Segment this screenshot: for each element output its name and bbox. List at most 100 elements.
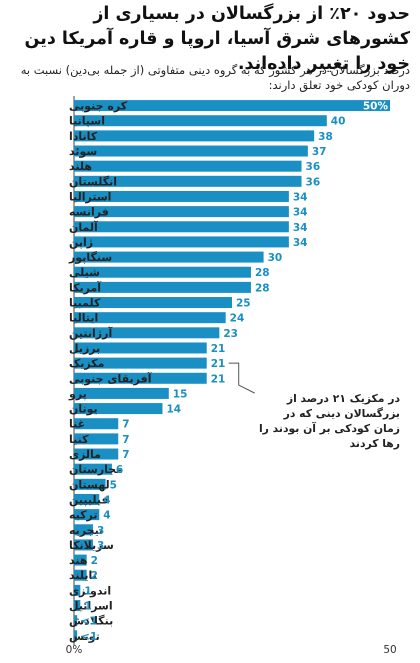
bar-7 xyxy=(74,190,289,202)
data-label: 7 xyxy=(122,449,129,461)
category-label: فیلیپین xyxy=(69,493,109,506)
data-label: 1 xyxy=(84,601,91,613)
data-label: 7 xyxy=(122,419,129,431)
category-label: مالزی xyxy=(69,448,101,461)
data-label: 34 xyxy=(293,191,308,203)
category-label: برزیل xyxy=(69,342,100,355)
bar-9 xyxy=(74,221,289,233)
category-label: اسرائیل xyxy=(69,600,113,613)
bar-25 xyxy=(74,463,112,475)
bar-20 xyxy=(74,387,169,399)
data-label: 37 xyxy=(312,146,327,158)
category-label: آلمان xyxy=(69,220,98,234)
data-label: 38 xyxy=(318,131,333,143)
data-label: 6 xyxy=(116,464,123,476)
data-label: 25 xyxy=(236,298,251,310)
category-label: بنگلادش xyxy=(69,615,113,628)
bar-15 xyxy=(74,312,226,324)
bar-16 xyxy=(74,327,220,339)
data-label: 7 xyxy=(122,434,129,446)
category-label: سوئد xyxy=(69,145,97,158)
category-label: اندونزی xyxy=(69,584,111,597)
data-label: 21 xyxy=(211,358,226,370)
bar-26 xyxy=(74,478,106,490)
bar-13 xyxy=(74,281,251,293)
bar-2 xyxy=(74,115,327,127)
data-label: 30 xyxy=(268,252,283,264)
data-label: 4 xyxy=(103,494,110,506)
category-label: کانادا xyxy=(69,130,98,143)
category-label: پرو xyxy=(68,387,87,400)
bar-35 xyxy=(74,615,78,627)
category-label: یونان xyxy=(69,403,98,416)
data-label: 5 xyxy=(110,479,117,491)
category-label: تونس xyxy=(69,630,100,643)
bar-33 xyxy=(74,584,81,596)
data-label: 40 xyxy=(331,116,346,128)
data-label: 34 xyxy=(293,222,308,234)
bar-5 xyxy=(74,160,302,172)
category-label: لهستان xyxy=(69,478,110,491)
category-label: آرژانتین xyxy=(69,326,112,340)
data-label: 24 xyxy=(230,313,245,325)
data-label: 15 xyxy=(173,388,188,400)
category-label: ترکیه xyxy=(69,509,98,522)
category-label: تایلند xyxy=(69,569,97,582)
bar-14 xyxy=(74,297,232,309)
x-tick-label-50: 50 xyxy=(383,644,396,656)
data-label: 21 xyxy=(211,343,226,355)
data-label: 28 xyxy=(255,282,270,294)
data-label: 3 xyxy=(97,525,104,537)
chart-title: حدود ۲۰٪ از بزرگسالان در بسیاری از کشوره… xyxy=(24,4,410,74)
chart-subtitle: درصد بزرگسالان در هر کشور که به گروه دین… xyxy=(20,63,410,92)
data-label: <1 xyxy=(81,616,97,628)
data-label: 23 xyxy=(223,328,238,340)
category-label: مکزیک xyxy=(69,357,104,370)
category-label: هند xyxy=(69,554,87,567)
data-label: 36 xyxy=(306,161,321,173)
data-label: 34 xyxy=(293,207,308,219)
bar-29 xyxy=(74,524,93,536)
bar-27 xyxy=(74,493,100,505)
data-label: 21 xyxy=(211,373,226,385)
category-label: فرانسه xyxy=(69,206,109,219)
bar-21 xyxy=(74,403,163,415)
bar-11 xyxy=(74,251,264,263)
bar-4 xyxy=(74,145,308,157)
bar-23 xyxy=(74,433,119,445)
data-label: 2 xyxy=(91,555,98,567)
category-label: کره جنوبی xyxy=(69,100,128,113)
data-label: 4 xyxy=(103,510,110,522)
bar-8 xyxy=(74,206,289,218)
category-label: نیجریه xyxy=(69,524,103,537)
category-label: غنا xyxy=(69,418,85,431)
bar-22 xyxy=(74,418,119,430)
data-label: 3 xyxy=(97,540,104,552)
bar-18 xyxy=(74,357,207,369)
category-label: آمریکا xyxy=(69,280,101,294)
bar-24 xyxy=(74,448,119,460)
bar-28 xyxy=(74,509,100,521)
category-label: آفریقای جنوبی xyxy=(69,371,152,385)
bar-36 xyxy=(74,630,78,642)
category-label: هلند xyxy=(69,160,92,173)
mexico-annotation: در مکزیک ۲۱ درصد از بزرگسالان دینی که در… xyxy=(258,392,400,450)
category-label: سریلانکا xyxy=(69,539,114,552)
category-label: سنگاپور xyxy=(68,251,112,264)
bar-17 xyxy=(74,342,207,354)
category-label: ژاپن xyxy=(69,236,93,249)
data-label: 28 xyxy=(255,267,270,279)
category-label: استرالیا xyxy=(69,190,111,203)
data-label: <1 xyxy=(81,631,97,643)
bar-1 xyxy=(74,100,390,112)
category-label: مجارستان xyxy=(69,463,123,476)
annotation-leader-line xyxy=(228,362,255,394)
bar-12 xyxy=(74,266,251,278)
category-label: کنیا xyxy=(69,433,89,446)
bar-32 xyxy=(74,569,87,581)
bar-10 xyxy=(74,236,289,248)
category-label: انگلستان xyxy=(69,175,117,188)
bar-34 xyxy=(74,600,81,612)
category-label: ایتالیا xyxy=(69,312,98,325)
